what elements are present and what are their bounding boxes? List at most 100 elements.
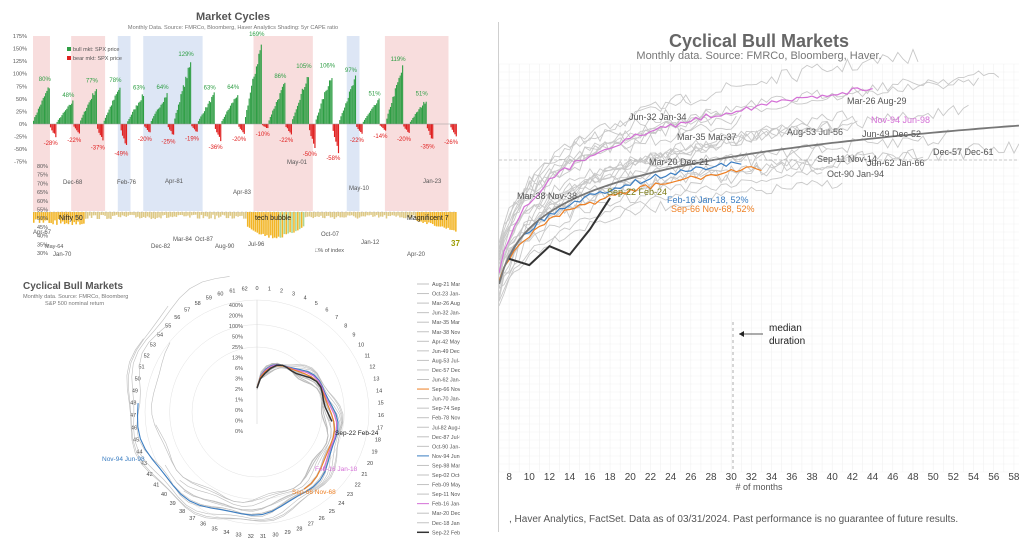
- x-tick-label: 18: [605, 472, 617, 483]
- bear-bar: [360, 124, 362, 133]
- month-tick-label: 27: [308, 522, 314, 528]
- index-share-bar: [262, 212, 264, 234]
- bull-bar: [386, 118, 388, 124]
- bear-value-label: -22%: [350, 138, 365, 144]
- historical-bull-spiral: [256, 366, 329, 484]
- index-share-bar: [133, 212, 135, 216]
- lower-axis-label: 40%: [37, 234, 48, 240]
- bull-bar: [68, 104, 70, 124]
- index-share-bar: [100, 212, 102, 215]
- bull-bar: [347, 97, 349, 124]
- bear-bar: [123, 124, 125, 139]
- bull-bar: [228, 108, 230, 124]
- bear-bar: [261, 124, 264, 126]
- bull-bar: [304, 87, 306, 124]
- bull-bar: [325, 90, 327, 124]
- historical-bull-line: [499, 144, 828, 250]
- index-share-bar: [264, 212, 266, 237]
- bull-bar: [179, 102, 181, 124]
- bull-bar: [229, 105, 232, 124]
- index-share-bar: [88, 212, 91, 216]
- spiral-callout-current: Sep-22 Feb-24: [335, 430, 379, 437]
- index-share-bar: [139, 212, 141, 219]
- month-tick-label: 40: [161, 492, 167, 498]
- bull-bar: [362, 121, 364, 124]
- index-share-bar: [341, 212, 343, 218]
- month-tick-label: 42: [147, 472, 153, 478]
- month-tick-label: 16: [378, 413, 384, 419]
- historical-bull-line: [499, 169, 823, 307]
- bull-bar: [160, 104, 162, 124]
- bull-bar: [354, 75, 357, 124]
- index-share-bar: [252, 212, 255, 231]
- trough-date-label: Dec-82: [151, 244, 171, 250]
- bull-value-label: 105%: [296, 64, 312, 70]
- bull-bar: [35, 115, 37, 124]
- bear-bar: [361, 124, 363, 134]
- index-share-bar: [428, 212, 430, 223]
- bull-bar: [206, 107, 208, 124]
- bear-value-label: -28%: [44, 141, 59, 147]
- bull-bar: [208, 100, 210, 124]
- bear-bar: [407, 124, 409, 132]
- bear-bar: [265, 124, 268, 128]
- month-tick-label: 10: [358, 343, 364, 349]
- x-tick-label: 32: [746, 472, 758, 483]
- bull-bar: [161, 103, 163, 124]
- bull-bar: [176, 109, 178, 124]
- index-share-bar: [404, 212, 407, 219]
- x-tick-label: 26: [685, 472, 697, 483]
- bear-bar: [451, 124, 453, 130]
- bull-bar: [419, 107, 421, 124]
- historical-bull-spiral: [256, 365, 330, 422]
- index-share-bar: [50, 212, 52, 223]
- bull-bar: [81, 117, 83, 124]
- index-share-bar: [113, 212, 116, 216]
- bull-bar: [376, 103, 378, 124]
- month-tick-label: 11: [364, 353, 370, 359]
- bull-bar: [422, 105, 424, 124]
- index-share-bar: [358, 212, 361, 218]
- bear-value-label: -49%: [114, 152, 129, 158]
- bear-bar: [144, 124, 146, 127]
- index-share-bar: [129, 212, 131, 215]
- bear-bar: [167, 124, 169, 128]
- bull-bar: [425, 101, 427, 124]
- bull-bar: [324, 92, 326, 124]
- x-tick-label: 12: [544, 472, 556, 483]
- index-share-bar: [449, 212, 451, 230]
- bear-bar: [381, 124, 383, 127]
- bull-value-label: 51%: [416, 91, 429, 97]
- index-share-bar: [239, 212, 241, 217]
- index-share-bar: [312, 212, 314, 219]
- index-share-bar: [79, 212, 81, 225]
- bull-bar: [130, 114, 132, 124]
- bull-bar: [424, 103, 426, 124]
- bull-bar: [392, 96, 394, 124]
- bull-value-label: 129%: [178, 52, 194, 58]
- bear-bar: [286, 124, 289, 129]
- legend-entry: Sep-11 Nov-14: [432, 492, 460, 498]
- bull-bar: [326, 89, 328, 124]
- historical-bull-line: [499, 179, 843, 302]
- bear-bar: [149, 124, 151, 133]
- bull-bar: [279, 93, 281, 124]
- month-tick-label: 29: [285, 530, 291, 536]
- index-share-bar: [412, 212, 415, 216]
- index-share-bar: [117, 212, 120, 217]
- bear-bar: [336, 124, 338, 146]
- index-share-bar: [258, 212, 261, 235]
- month-tick-label: 30: [272, 533, 278, 539]
- bull-bar: [418, 109, 420, 124]
- bull-bar: [118, 89, 120, 124]
- bull-bar: [129, 116, 131, 124]
- bull-bar: [110, 105, 113, 124]
- bull-bar: [115, 94, 117, 124]
- index-share-bar: [241, 212, 243, 216]
- month-tick-label: 2: [280, 288, 283, 294]
- bear-bar: [241, 124, 243, 131]
- bull-bar: [103, 120, 105, 124]
- month-tick-label: 61: [229, 288, 235, 294]
- index-share-bar: [131, 212, 133, 215]
- bull-bar: [280, 90, 282, 124]
